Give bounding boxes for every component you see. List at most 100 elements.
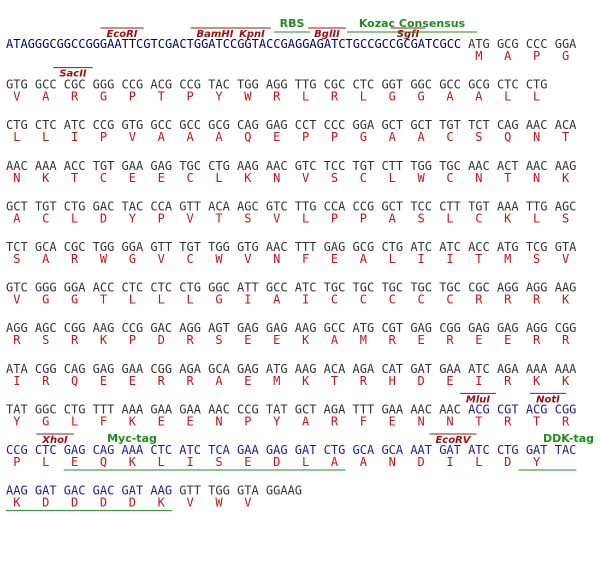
amino-acid: R	[71, 333, 79, 347]
amino-acid: T	[562, 130, 569, 144]
amino-acid: K	[129, 455, 137, 469]
dna-prefix: ATAGGGCGGCCGGGAATTCGTCGACTGGATCCGGTACCGA…	[6, 37, 461, 51]
amino-acid: V	[187, 211, 194, 225]
amino-acid: T	[158, 90, 165, 104]
codon: CCG	[122, 78, 144, 92]
amino-acid: K	[42, 171, 50, 185]
codon: GCC	[266, 281, 288, 295]
amino-acid: W	[215, 496, 223, 510]
amino-acid: S	[244, 211, 251, 225]
codon: CGG	[555, 402, 577, 416]
codon: ACG	[526, 402, 548, 416]
codon: CGC	[324, 78, 346, 92]
codon: GAT	[410, 362, 432, 376]
amino-acid: K	[562, 171, 570, 185]
codon: GAA	[381, 402, 403, 416]
codon: GAG	[410, 321, 432, 335]
codon: TGT	[468, 199, 490, 213]
amino-acid: R	[331, 90, 339, 104]
codon: AAG	[555, 159, 577, 173]
codon: TGT	[93, 159, 115, 173]
amino-acid: E	[244, 374, 251, 388]
amino-acid: R	[533, 333, 541, 347]
amino-acid: T	[475, 414, 482, 428]
codon: CCG	[353, 199, 375, 213]
codon: CAG	[64, 362, 86, 376]
feature-label: Myc-tag	[107, 432, 157, 445]
amino-acid: V	[13, 90, 20, 104]
restriction-site: MluI	[466, 394, 490, 405]
codon: TCC	[410, 199, 432, 213]
codon: AAT	[410, 443, 432, 457]
codon: GCG	[497, 37, 519, 51]
codon: TGC	[179, 159, 201, 173]
codon: GCT	[381, 118, 403, 132]
codon: AAC	[266, 159, 288, 173]
amino-acid: E	[129, 171, 136, 185]
amino-acid: L	[42, 455, 49, 469]
amino-acid: C	[475, 211, 482, 225]
codon: GAG	[150, 159, 172, 173]
codon: GCG	[208, 118, 230, 132]
amino-acid: P	[331, 130, 338, 144]
codon: GAG	[237, 362, 259, 376]
codon: AGA	[353, 362, 375, 376]
codon: TGT	[353, 159, 375, 173]
codon: CTC	[35, 118, 57, 132]
amino-acid: M	[360, 333, 367, 347]
codon: TTG	[295, 78, 317, 92]
amino-acid: E	[71, 455, 78, 469]
amino-acid: E	[129, 374, 136, 388]
codon: CTC	[497, 78, 519, 92]
amino-acid: T	[533, 414, 540, 428]
amino-acid: R	[187, 374, 195, 388]
codon: CTC	[150, 281, 172, 295]
restriction-site: EcoRI	[106, 29, 137, 40]
amino-acid: M	[273, 374, 280, 388]
codon: GAA	[439, 362, 461, 376]
codon: TAC	[555, 443, 577, 457]
amino-acid: I	[13, 374, 20, 388]
amino-acid: N	[273, 171, 280, 185]
amino-acid: I	[446, 252, 453, 266]
codon: AAA	[555, 362, 577, 376]
codon: ATC	[468, 443, 490, 457]
amino-acid: C	[389, 293, 396, 307]
amino-acid: V	[244, 252, 251, 266]
codon: GAT	[526, 443, 548, 457]
restriction-site: XhoI	[41, 435, 68, 446]
amino-acid: R	[13, 333, 21, 347]
amino-acid: I	[446, 455, 453, 469]
codon: GCA	[381, 443, 403, 457]
codon: AAA	[122, 402, 144, 416]
amino-acid: E	[475, 333, 482, 347]
amino-acid: L	[504, 90, 511, 104]
amino-acid: W	[244, 90, 252, 104]
amino-acid: G	[418, 90, 425, 104]
codon: GAG	[324, 240, 346, 254]
amino-acid: Y	[273, 414, 281, 428]
codon: ATC	[179, 443, 201, 457]
codon: GAG	[93, 362, 115, 376]
codon: TTT	[93, 402, 115, 416]
codon: GAG	[266, 321, 288, 335]
amino-acid: K	[302, 374, 310, 388]
codon: TGG	[208, 240, 230, 254]
codon: TGT	[439, 118, 461, 132]
codon: CTG	[6, 118, 28, 132]
amino-acid: D	[42, 496, 49, 510]
amino-acid: A	[158, 130, 166, 144]
restriction-site: EcoRV	[435, 435, 471, 446]
amino-acid: E	[504, 333, 511, 347]
codon: AAG	[6, 484, 28, 498]
amino-acid: C	[187, 252, 194, 266]
codon: GCT	[410, 118, 432, 132]
amino-acid: C	[446, 293, 453, 307]
amino-acid: R	[71, 90, 79, 104]
amino-acid: F	[302, 252, 309, 266]
amino-acid: I	[302, 293, 309, 307]
codon: TGT	[35, 199, 57, 213]
amino-acid: R	[42, 374, 50, 388]
codon: CCG	[93, 118, 115, 132]
amino-acid: E	[158, 414, 165, 428]
